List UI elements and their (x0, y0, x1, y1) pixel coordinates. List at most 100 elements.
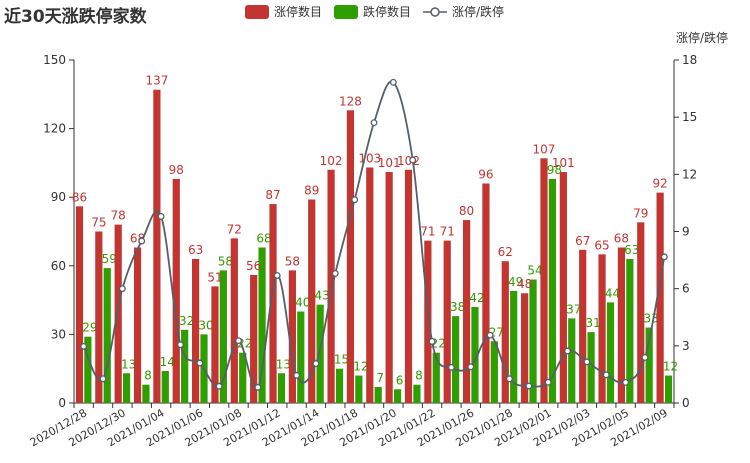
bar-limit-down (239, 352, 247, 403)
bar-limit-up (366, 167, 374, 403)
y-tick-label-right: 3 (682, 339, 690, 353)
bar-limit-up (346, 110, 355, 403)
data-label-limit-up: 51 (207, 270, 222, 284)
bar-limit-down (258, 247, 266, 403)
bar-limit-up (153, 89, 161, 403)
bar-limit-down (103, 268, 111, 403)
legend-item-ratio[interactable]: 涨停/跌停 (423, 3, 504, 20)
legend-label-limit-down: 跌停数目 (363, 5, 412, 19)
ratio-point (196, 359, 204, 367)
y-tick-label-right: 0 (682, 396, 690, 410)
bar-limit-down (606, 302, 615, 403)
ratio-point (544, 378, 552, 386)
data-label-limit-down: 49 (508, 275, 523, 289)
ratio-point (99, 375, 107, 383)
bar-limit-up (424, 240, 432, 403)
bar-limit-down (510, 290, 518, 403)
data-label-limit-up: 137 (145, 74, 168, 88)
data-label-limit-down: 58 (218, 254, 233, 268)
y-tick-label-left: 0 (58, 396, 66, 410)
data-label-limit-down: 68 (256, 232, 271, 246)
bar-limit-down (374, 386, 382, 403)
bar-limit-up (462, 220, 471, 403)
legend-label-ratio: 涨停/跌停 (452, 5, 505, 19)
ratio-point (235, 337, 242, 345)
bar-limit-down (393, 389, 402, 403)
bar-limit-down (122, 373, 131, 403)
bar-limit-down (297, 311, 305, 403)
ratio-point (486, 331, 494, 339)
data-label-limit-down: 33 (644, 312, 659, 326)
y-tick-label-right: 6 (682, 282, 690, 296)
y-tick-label-right: 18 (682, 53, 697, 67)
bar-limit-up (288, 270, 296, 403)
legend-item-limit-down[interactable]: 跌停数目 (334, 3, 411, 20)
ratio-point (467, 363, 475, 371)
bar-limit-down (219, 270, 227, 403)
ratio-point (583, 358, 591, 366)
bar-limit-down (432, 352, 440, 403)
ratio-point (428, 338, 436, 345)
y-tick-label-right: 12 (682, 167, 697, 181)
data-label-limit-down: 12 (353, 360, 368, 374)
bar-limit-down (568, 318, 576, 403)
y-tick-label-right: 9 (682, 225, 690, 239)
bar-limit-up (211, 286, 219, 403)
data-label-limit-down: 37 (566, 302, 581, 316)
bar-limit-down (84, 336, 92, 403)
ratio-point (525, 382, 533, 390)
data-label-limit-up: 101 (552, 156, 575, 170)
data-label-limit-down: 14 (160, 355, 175, 369)
ratio-point (660, 253, 668, 261)
ratio-point (215, 382, 223, 390)
data-label-limit-up: 79 (633, 206, 648, 220)
bar-limit-up (443, 240, 451, 403)
data-label-limit-up: 63 (188, 243, 203, 257)
ratio-point (447, 363, 455, 371)
data-label-limit-up: 80 (459, 204, 474, 218)
data-label-limit-up: 101 (378, 156, 401, 170)
bar-limit-down (645, 327, 653, 403)
ratio-point (118, 285, 126, 293)
data-label-limit-down: 13 (121, 357, 136, 371)
data-label-limit-down: 40 (295, 296, 310, 310)
data-label-limit-up: 67 (575, 234, 590, 248)
bar-limit-up (385, 172, 393, 403)
data-label-limit-up: 71 (440, 225, 455, 239)
bar-limit-down (316, 304, 324, 403)
bar-limit-up (308, 199, 316, 403)
data-label-limit-up: 107 (533, 142, 556, 156)
data-label-limit-down: 8 (415, 369, 423, 383)
data-label-limit-down: 29 (82, 321, 97, 335)
data-label-limit-up: 92 (652, 177, 667, 191)
data-label-limit-down: 98 (547, 163, 562, 177)
ratio-point (622, 378, 630, 386)
bar-limit-down (142, 384, 150, 403)
bar-limit-down (413, 384, 421, 403)
ratio-point (273, 272, 281, 279)
bar-limit-up (637, 222, 645, 403)
data-label-limit-down: 32 (179, 314, 194, 328)
ratio-point (506, 375, 513, 383)
bar-limit-up (250, 274, 258, 403)
legend-item-limit-up[interactable]: 涨停数目 (245, 3, 322, 20)
bar-limit-up (192, 258, 200, 403)
data-label-limit-down: 13 (276, 357, 291, 371)
ratio-point (409, 156, 417, 164)
legend-label-limit-up: 涨停数目 (274, 5, 323, 19)
data-label-limit-down: 7 (376, 371, 384, 385)
y-tick-label-left: 150 (43, 53, 66, 67)
ratio-point (157, 212, 165, 220)
ratio-point (370, 119, 378, 127)
data-label-limit-up: 65 (594, 238, 609, 252)
bar-limit-up (230, 238, 238, 403)
ratio-point (80, 342, 88, 350)
data-label-limit-up: 62 (498, 245, 513, 259)
data-label-limit-down: 30 (198, 318, 213, 332)
y-tick-label-right: 15 (682, 110, 697, 124)
data-label-limit-up: 72 (227, 222, 242, 236)
bar-limit-down (664, 375, 673, 403)
data-label-limit-down: 8 (144, 369, 152, 383)
ratio-point (641, 354, 649, 361)
data-label-limit-up: 48 (517, 277, 532, 291)
